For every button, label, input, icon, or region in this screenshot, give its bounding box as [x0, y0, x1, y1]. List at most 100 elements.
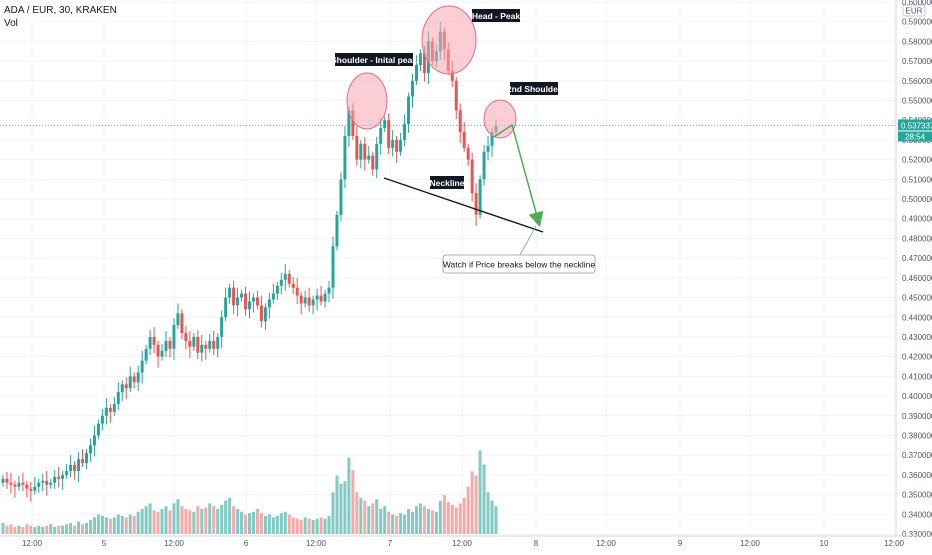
volume-bar: [494, 506, 498, 534]
candle-body: [343, 135, 347, 180]
candle-body: [303, 297, 307, 304]
candle-body: [490, 132, 494, 146]
x-tick-label: 12:00: [22, 539, 43, 548]
candle-body: [120, 384, 124, 393]
candle-body: [168, 340, 172, 349]
volume-bar: [454, 507, 458, 534]
volume-bar: [37, 525, 41, 534]
candle-body: [37, 482, 41, 487]
candle-body: [212, 340, 216, 349]
currency-badge-text: EUR: [906, 7, 923, 16]
volume-bar: [418, 503, 422, 534]
symbol-label: ADA / EUR, 30, KRAKEN: [4, 5, 117, 16]
volume-bar: [244, 514, 248, 534]
volume-bar: [430, 510, 434, 534]
volume-label: Vol: [4, 18, 18, 29]
volume-bar: [73, 525, 77, 534]
volume-bar: [81, 524, 85, 534]
volume-bar: [474, 475, 478, 534]
volume-bar: [383, 506, 387, 534]
volume-bar: [208, 503, 212, 534]
candle-body: [236, 297, 240, 306]
volume-bar: [100, 515, 104, 534]
candle-body: [108, 407, 112, 412]
last-price-badge: [898, 119, 932, 131]
candle-body: [136, 372, 140, 383]
volume-bar: [307, 518, 311, 534]
volume-bar: [120, 515, 124, 534]
volume-bar: [84, 522, 88, 534]
candle-body: [1, 478, 5, 483]
candle-body: [69, 465, 73, 471]
candle-body: [375, 143, 379, 170]
volume-bar: [315, 518, 319, 534]
volume-bar: [168, 510, 172, 534]
candle-body: [208, 340, 212, 349]
candle-body: [45, 480, 49, 485]
volume-bar: [164, 506, 168, 534]
candle-body: [164, 340, 168, 351]
left-shoulder-label: Shoulder - Inital peak: [331, 55, 417, 65]
candle-body: [355, 135, 359, 160]
candle-body: [339, 179, 343, 215]
volume-bar: [184, 508, 188, 534]
candle-body: [267, 299, 271, 308]
volume-bar: [375, 499, 379, 534]
candle-body: [287, 273, 291, 284]
candle-body: [319, 295, 323, 302]
candle-body: [387, 120, 391, 148]
volume-bar: [140, 508, 144, 534]
volume-bar: [57, 525, 61, 534]
volume-bar: [291, 517, 295, 534]
volume-bar: [355, 492, 359, 534]
volume-bar: [196, 506, 200, 534]
candle-body: [486, 145, 490, 152]
candle-body: [200, 344, 204, 353]
head-label: Head - Peak: [472, 11, 520, 21]
candle-body: [96, 423, 100, 436]
volume-bar: [148, 503, 152, 534]
volume-bar: [295, 518, 299, 534]
volume-bar: [470, 471, 474, 534]
volume-bar: [65, 524, 69, 534]
left-shoulder-circle: [346, 72, 388, 130]
volume-bar: [172, 503, 176, 534]
candle-body: [403, 124, 407, 140]
volume-bar: [371, 503, 375, 534]
volume-bar: [33, 527, 37, 534]
candle-body: [259, 305, 263, 322]
candle-body: [5, 478, 9, 483]
candle-body: [61, 474, 65, 479]
candle-body: [152, 336, 156, 345]
volume-bar: [104, 517, 108, 534]
candle-body: [88, 445, 92, 454]
candle-body: [81, 459, 85, 464]
candle-body: [359, 143, 363, 160]
candle-body: [474, 193, 478, 215]
volume-bar: [363, 500, 367, 534]
candle-body: [53, 476, 57, 483]
candle-body: [9, 482, 13, 485]
candle-body: [172, 325, 176, 349]
volume-bar: [379, 508, 383, 534]
candle-body: [478, 179, 482, 215]
volume-bar: [482, 464, 486, 534]
volume-bar: [156, 511, 160, 534]
candle-body: [224, 297, 228, 318]
volume-bar: [1, 522, 5, 534]
volume-bar: [287, 514, 291, 534]
volume-bar: [311, 520, 315, 534]
volume-bars: [1, 450, 498, 534]
volume-bar: [200, 508, 204, 534]
x-tick-label: 12:00: [452, 539, 473, 548]
